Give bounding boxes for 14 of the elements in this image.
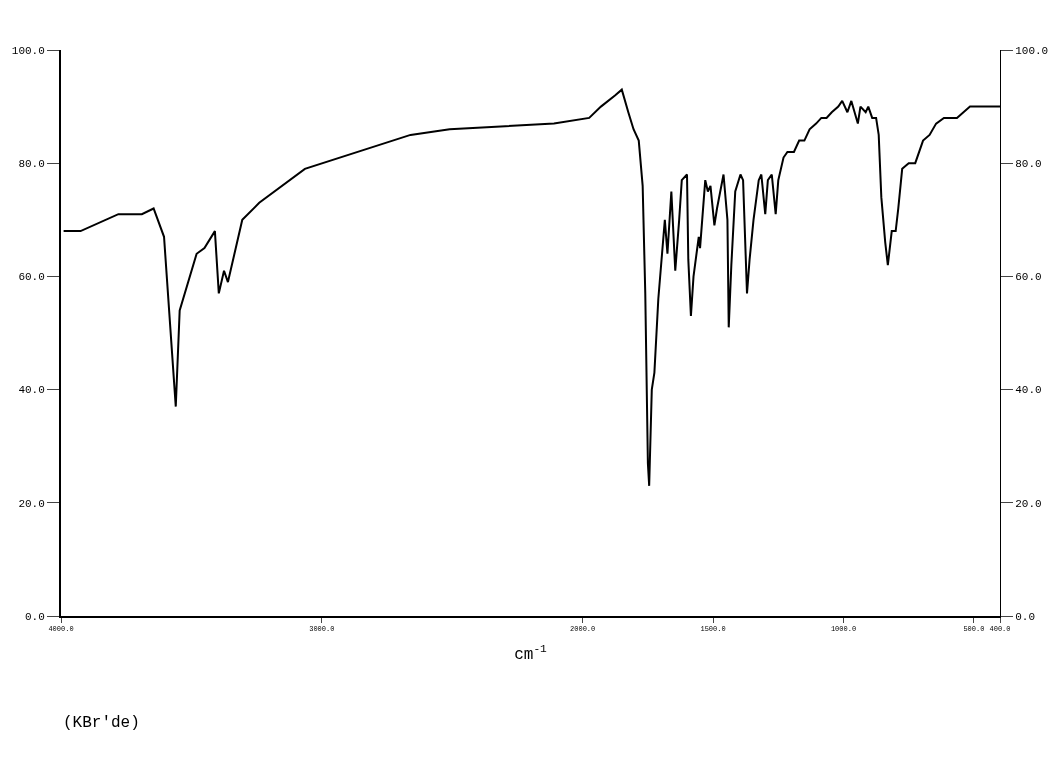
y2-tick-label: 60.0 <box>1015 271 1042 284</box>
y-tick-label: 60.0 <box>18 271 45 284</box>
y2-tick-label: 80.0 <box>1015 158 1042 171</box>
y2-tick-label: 40.0 <box>1015 384 1042 397</box>
y2-tick-label: 100.0 <box>1015 44 1049 57</box>
y2-tick-label: 20.0 <box>1015 497 1042 510</box>
y-tick-label: 100.0 <box>11 44 45 57</box>
y-tick-label: 20.0 <box>18 497 45 510</box>
text: (KBr'de) <box>63 714 140 732</box>
y-tick-label: 40.0 <box>18 384 45 397</box>
y2-tick-label: 0.0 <box>1015 610 1036 623</box>
y-tick-label: 80.0 <box>18 158 45 171</box>
x-axis-title: cm$^{-1}$ <box>514 642 548 664</box>
y-tick-label: 0.0 <box>24 610 45 623</box>
